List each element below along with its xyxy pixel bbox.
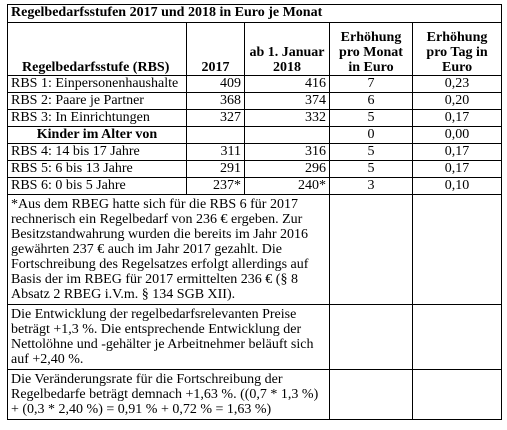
empty-cell: [411, 304, 503, 370]
table-cell: [244, 126, 330, 144]
table-cell: 5: [329, 109, 413, 127]
note: Die Entwicklung der regelbedarfsrelevant…: [7, 304, 330, 370]
table-cell: 296: [244, 160, 330, 178]
table-cell: 0,17: [411, 143, 503, 161]
table-cell: [186, 126, 245, 144]
table-cell: 416: [244, 75, 330, 93]
table-row: RBS 1: Einpersonenhaushalte 409 416 7 0,23: [7, 75, 503, 93]
table-cell: 6: [329, 92, 413, 110]
table-cell: 0: [329, 126, 413, 144]
table-cell: 409: [186, 75, 245, 93]
header-cell: Regelbedarfsstufe (RBS): [7, 22, 187, 76]
table-cell: 332: [244, 109, 330, 127]
table-cell: 7: [329, 75, 413, 93]
table-cell: 0,10: [411, 177, 503, 195]
table-cell: RBS 1: Einpersonenhaushalte: [7, 75, 187, 93]
table-cell: 0,20: [411, 92, 503, 110]
table-cell: Kinder im Alter von: [7, 126, 187, 144]
note-row: Die Entwicklung der regelbedarfsrelevant…: [7, 304, 503, 370]
table-row: RBS 5: 6 bis 13 Jahre 291 296 5 0,17: [7, 160, 503, 178]
table-cell: 311: [186, 143, 245, 161]
table-row: RBS 3: In Einrichtungen 327 332 5 0,17: [7, 109, 503, 127]
table-title: Regelbedarfsstufen 2017 und 2018 in Euro…: [6, 4, 503, 23]
note: *Aus dem RBEG hatte sich für die RBS 6 f…: [7, 194, 330, 305]
table-cell: 5: [329, 160, 413, 178]
table-row: RBS 4: 14 bis 17 Jahre 311 316 5 0,17: [7, 143, 503, 161]
empty-cell: [329, 369, 413, 420]
table-cell: RBS 3: In Einrichtungen: [7, 109, 187, 127]
table-cell: 291: [186, 160, 245, 178]
table-cell: 0,17: [411, 109, 503, 127]
header-cell: 2017: [186, 22, 245, 76]
rbs-table: Regelbedarfsstufen 2017 und 2018 in Euro…: [6, 4, 503, 420]
note-row: Die Veränderungsrate für die Fortschreib…: [7, 369, 503, 420]
table-cell: RBS 5: 6 bis 13 Jahre: [7, 160, 187, 178]
table-cell: RBS 6: 0 bis 5 Jahre: [7, 177, 187, 195]
table-cell: 0,00: [411, 126, 503, 144]
table-cell: 5: [329, 143, 413, 161]
header-cell: Erhöhung pro Tag in Euro: [411, 22, 503, 76]
table-cell: 368: [186, 92, 245, 110]
empty-cell: [329, 194, 413, 305]
table-cell: 240*: [244, 177, 330, 195]
table-cell: RBS 2: Paare je Partner: [7, 92, 187, 110]
header-cell: Erhöhung pro Monat in Euro: [329, 22, 413, 76]
table-cell: 0,23: [411, 75, 503, 93]
header-cell: ab 1. Januar 2018: [244, 22, 330, 76]
table-cell: RBS 4: 14 bis 17 Jahre: [7, 143, 187, 161]
empty-cell: [411, 369, 503, 420]
title-row: Regelbedarfsstufen 2017 und 2018 in Euro…: [6, 4, 503, 23]
table-cell: 374: [244, 92, 330, 110]
table-cell: 237*: [186, 177, 245, 195]
table-row: Kinder im Alter von 0 0,00: [7, 126, 503, 144]
header-row: Regelbedarfsstufe (RBS) 2017 ab 1. Janua…: [7, 22, 503, 76]
table-row: RBS 6: 0 bis 5 Jahre 237* 240* 3 0,10: [7, 177, 503, 195]
empty-cell: [329, 304, 413, 370]
note: Die Veränderungsrate für die Fortschreib…: [7, 369, 330, 420]
table-cell: 3: [329, 177, 413, 195]
table-cell: 0,17: [411, 160, 503, 178]
table-row: RBS 2: Paare je Partner 368 374 6 0,20: [7, 92, 503, 110]
empty-cell: [411, 194, 503, 305]
note-row: *Aus dem RBEG hatte sich für die RBS 6 f…: [7, 194, 503, 305]
table-cell: 327: [186, 109, 245, 127]
table-body: Regelbedarfsstufen 2017 und 2018 in Euro…: [6, 4, 503, 420]
table-cell: 316: [244, 143, 330, 161]
